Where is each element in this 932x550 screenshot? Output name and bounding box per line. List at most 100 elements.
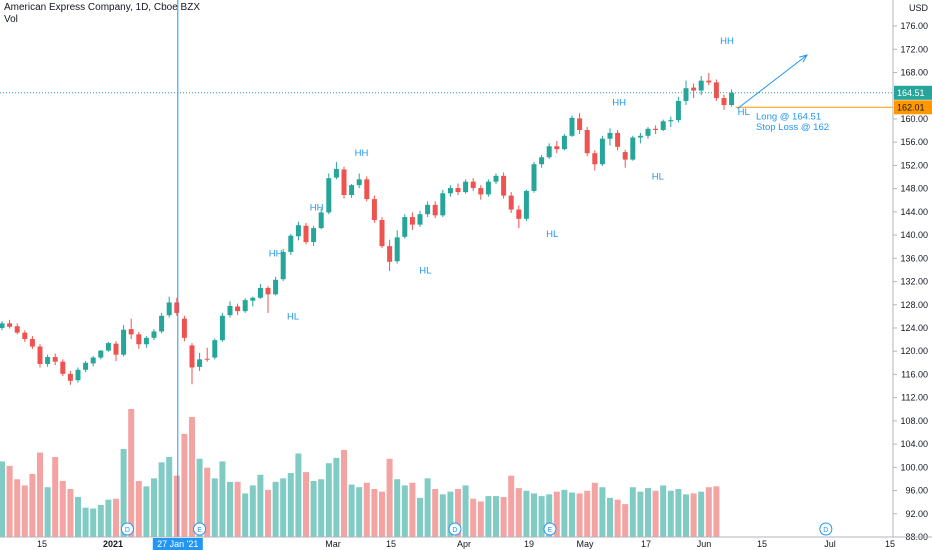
candle-body <box>219 315 225 341</box>
higher-high-label: HH <box>612 98 626 109</box>
event-marker-letter: D <box>823 527 828 534</box>
candle-body <box>265 287 271 295</box>
volume-bar <box>173 475 180 537</box>
volume-bar <box>82 507 89 537</box>
candle-body <box>599 138 605 165</box>
candle-body <box>554 146 560 150</box>
price-tick-label: 136.00 <box>900 253 928 263</box>
chart-legend: American Express Company, 1D, Cboe BZX V… <box>4 2 200 26</box>
candle-body <box>105 343 111 351</box>
candle-body <box>136 334 142 345</box>
volume-bar <box>303 472 309 537</box>
volume-bar <box>59 481 66 537</box>
price-tick-label: 176.00 <box>900 21 928 31</box>
candle-body <box>257 287 263 298</box>
candle-body <box>516 209 522 219</box>
dividend-marker-icon[interactable] <box>448 522 462 536</box>
candle-body <box>539 157 545 165</box>
higher-low-label: HL <box>419 265 431 276</box>
candle-body <box>463 181 469 193</box>
volume-bar <box>379 491 385 537</box>
candle-body <box>60 361 66 374</box>
time-tick-label: 19 <box>524 539 534 549</box>
candle-body <box>197 359 203 367</box>
volume-bar <box>249 485 256 537</box>
volume-bar <box>44 487 51 537</box>
candle-body <box>235 306 241 312</box>
candle-body <box>721 98 727 106</box>
last-price-tag <box>894 85 932 100</box>
price-tick-label: 152.00 <box>900 160 928 170</box>
volume-bar <box>607 497 613 537</box>
candle-body <box>151 331 157 338</box>
dividend-marker-icon[interactable] <box>819 522 833 536</box>
candle-body <box>333 168 339 178</box>
volume-bar <box>211 478 218 537</box>
volume-bar <box>318 479 325 537</box>
volume-bar <box>561 489 568 537</box>
price-tick-label: 116.00 <box>901 369 928 379</box>
time-axis[interactable]: 15 2021 Mar 15 Apr 19 May 17 Jun 15 Jul 15 27 Jan '2… <box>0 536 932 550</box>
volume-bar <box>584 490 591 537</box>
time-tick-label: Jul <box>824 539 836 549</box>
earnings-marker-icon[interactable] <box>543 522 557 536</box>
candle-body <box>645 128 651 136</box>
volume-bar <box>477 501 484 537</box>
volume-bar <box>698 491 705 537</box>
volume-bar <box>713 486 720 537</box>
candle-body <box>394 237 400 262</box>
candle-body <box>37 346 43 364</box>
volume-bar <box>135 481 142 537</box>
event-marker-letter: E <box>197 527 202 534</box>
crosshair-date-label: 27 Jan '21 <box>157 539 198 549</box>
candle-body <box>326 178 332 213</box>
price-axis[interactable]: 88.0092.0096.00100.00104.00108.00112.001… <box>892 0 932 550</box>
candle-body <box>729 92 735 106</box>
volume-bar <box>189 417 195 537</box>
candle-body <box>660 121 666 130</box>
candle-body <box>637 135 643 138</box>
higher-high-label: HH <box>355 148 369 159</box>
dividend-marker-icon[interactable] <box>120 522 134 536</box>
candle-body <box>683 88 689 101</box>
last-price-label: 164.51 <box>897 88 925 98</box>
time-tick-label: 15 <box>386 539 396 549</box>
volume-bar <box>181 433 188 537</box>
time-tick-label: Apr <box>457 539 471 549</box>
volume-bar <box>591 482 598 537</box>
volume-bar <box>113 498 119 537</box>
earnings-marker-icon[interactable] <box>193 522 207 536</box>
time-tick-label: 15 <box>37 539 47 549</box>
volume-bar <box>553 491 560 537</box>
time-tick-label: 2021 <box>103 539 123 549</box>
volume-bar <box>52 457 59 537</box>
volume-bar <box>531 493 537 537</box>
candle-body <box>159 315 165 332</box>
volume-bar <box>660 485 667 537</box>
time-tick-label: 17 <box>641 539 651 549</box>
candle-body <box>295 225 301 237</box>
volume-bar <box>432 489 439 537</box>
candle-body <box>45 357 51 364</box>
candle-body <box>698 80 704 91</box>
candle-body <box>90 357 96 364</box>
volume-bar <box>485 496 492 537</box>
price-tick-label: 108.00 <box>900 416 928 426</box>
price-tick-label: 148.00 <box>900 184 928 194</box>
candle-body <box>691 87 697 91</box>
candle-body <box>607 132 613 139</box>
candle-body <box>128 329 134 335</box>
time-tick-label: 15 <box>885 539 895 549</box>
volume-bar <box>265 489 271 537</box>
price-tick-label: 140.00 <box>900 230 928 240</box>
time-tick-label: Jun <box>697 539 712 549</box>
volume-bar <box>576 493 583 537</box>
candle-body <box>546 146 552 158</box>
candle-body <box>592 153 598 165</box>
price-tick-label: 172.00 <box>900 44 928 54</box>
volume-bar <box>523 490 530 537</box>
volume-bar <box>599 487 606 537</box>
candle-body <box>288 235 294 252</box>
volume-bar <box>690 493 697 537</box>
